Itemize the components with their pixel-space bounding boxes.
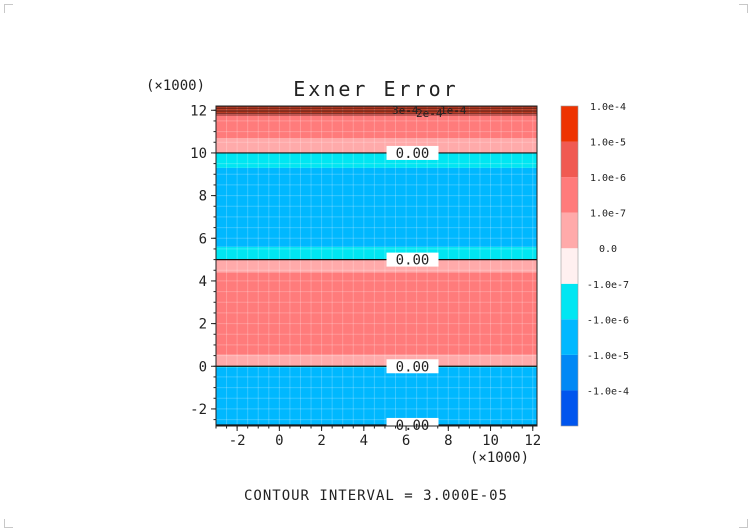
contour-band-7 — [216, 152, 537, 168]
colorbar-segment-5 — [561, 212, 578, 249]
contour-band-10 — [216, 106, 537, 114]
colorbar-label-6: 1.0e-6 — [590, 173, 626, 184]
colorbar-segment-8 — [561, 106, 578, 142]
colorbar: -1.0e-4 -1.0e-5 -1.0e-6 -1.0e-7 0.0 1.0e-7 1.0… — [560, 102, 629, 427]
y-tick-label: 0 — [199, 359, 207, 375]
colorbar-label-3: -1.0e-7 — [587, 280, 629, 291]
x-tick-label: 10 — [482, 433, 499, 449]
corner-mark-bottom-right — [739, 519, 748, 528]
x-tick-label: 4 — [360, 433, 368, 449]
contour-band-4 — [216, 259, 537, 273]
x-axis-multiplier-label: (×1000) — [470, 450, 529, 466]
contour-label-1: 0.00 — [396, 253, 430, 269]
y-tick-label: 12 — [190, 103, 207, 119]
colorbar-segment-7 — [561, 141, 578, 178]
colorbar-segment-0 — [561, 390, 578, 426]
contour-band-3 — [216, 272, 537, 355]
top-contour-label-0: 3e-4 — [392, 104, 419, 117]
colorbar-label-2: -1.0e-6 — [587, 315, 629, 326]
colorbar-label-7: 1.0e-5 — [590, 138, 626, 149]
contour-band-6 — [216, 167, 537, 247]
x-tick-label: 8 — [444, 433, 452, 449]
colorbar-segment-6 — [561, 177, 578, 213]
y-tick-label: 6 — [199, 231, 207, 247]
contour-band-2 — [216, 354, 537, 367]
y-tick-label: 10 — [190, 146, 207, 162]
colorbar-label-0: -1.0e-4 — [587, 386, 629, 397]
contour-label-bg — [386, 252, 439, 267]
colorbar-label-8: 1.0e-4 — [590, 102, 626, 113]
contour-band-8 — [216, 138, 537, 153]
colorbar-segment-1 — [561, 354, 578, 391]
contour-label-bg — [386, 359, 439, 374]
chart-title: Exner Error — [293, 77, 458, 101]
top-contour-label-1: 2e-4 — [416, 107, 443, 120]
x-tick-label: 2 — [317, 433, 325, 449]
contour-label-0: 0.00 — [396, 359, 430, 375]
y-tick-label: 4 — [199, 274, 207, 290]
colorbar-segment-2 — [561, 319, 578, 355]
x-tick-label: 0 — [275, 433, 283, 449]
contour-label-bg — [386, 417, 439, 432]
contour-band-5 — [216, 246, 537, 260]
contour-label-2: 0.00 — [396, 146, 430, 162]
contour-interval-footer: CONTOUR INTERVAL = 3.000E-05 — [244, 488, 508, 504]
contour-bands — [216, 106, 537, 426]
corner-mark-top-right — [739, 4, 748, 13]
top-contour-label-2: 1e-4 — [440, 104, 467, 117]
contour-band-9 — [216, 113, 537, 138]
contour-label-bg — [386, 145, 439, 160]
plot-frame — [215, 105, 538, 427]
colorbar-segment-4 — [561, 248, 578, 284]
x-tick-label: -2 — [229, 433, 246, 449]
corner-mark-bottom-left — [4, 519, 13, 528]
y-axis-multiplier-label: (×1000) — [146, 78, 205, 94]
x-tick-label: 12 — [524, 433, 541, 449]
colorbar-label-5: 1.0e-7 — [590, 209, 626, 220]
colorbar-frame — [560, 105, 579, 427]
x-tick-label: 6 — [402, 433, 410, 449]
y-tick-label: 2 — [199, 317, 207, 333]
y-tick-label: 8 — [199, 189, 207, 205]
colorbar-segment-3 — [561, 283, 578, 320]
y-tick-label: -2 — [190, 402, 207, 418]
contour-band-0 — [216, 367, 537, 426]
colorbar-label-4: 0.0 — [599, 244, 617, 255]
colorbar-label-1: -1.0e-5 — [587, 351, 629, 362]
corner-mark-top-left — [4, 4, 13, 13]
axes: -2 0 2 4 6 8 10 12 -2 0 2 4 6 8 10 12 — [190, 103, 541, 449]
